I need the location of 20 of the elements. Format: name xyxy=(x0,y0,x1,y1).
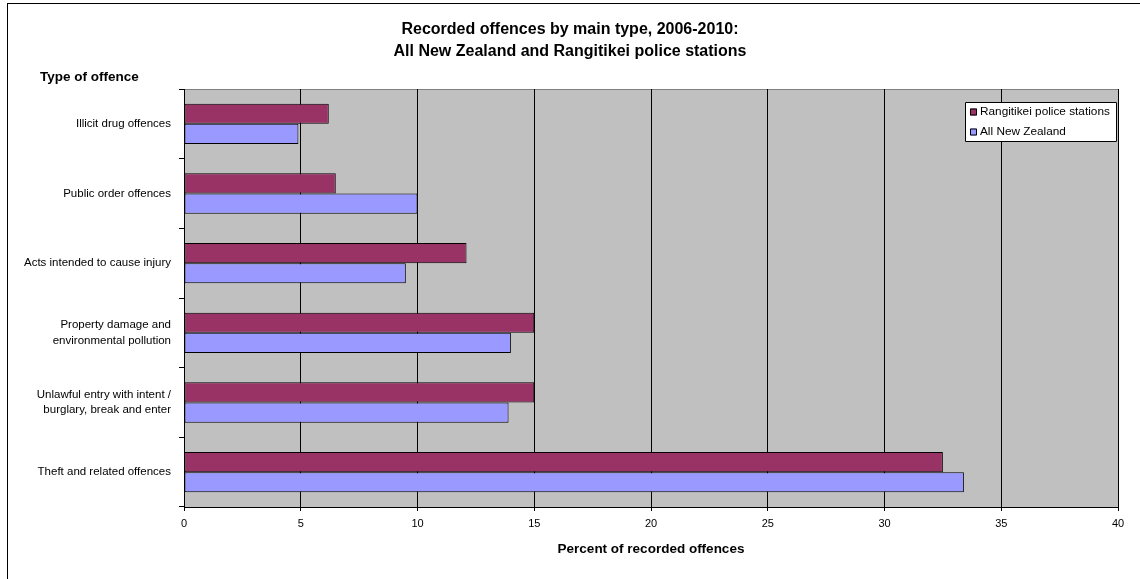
x-tick-label: 15 xyxy=(528,516,541,529)
chart-title: Recorded offences by main type, 2006-2010: All New Zealand and Rangitikei police stations xyxy=(393,20,747,60)
x-tick-label: 20 xyxy=(644,516,658,529)
x-tick-label: 35 xyxy=(995,516,1008,529)
x-axis-title: Percent of recorded offences xyxy=(557,540,745,556)
y-tick-label: Illicit drug offences xyxy=(75,117,172,130)
x-tick-label: 10 xyxy=(411,516,424,529)
x-tick-label: 5 xyxy=(297,516,304,529)
x-tick-label: 30 xyxy=(878,516,891,529)
x-tick-label: 0 xyxy=(180,516,188,529)
y-tick-label: Unlawful entry with intent / burglary, break and enter xyxy=(36,387,172,416)
y-tick-label: Property damage and environmental pollution xyxy=(52,318,171,346)
y-tick-label: Acts intended to cause injury xyxy=(23,256,172,269)
legend-label: Rangitikei police stations xyxy=(980,104,1110,119)
y-axis-title: Type of offence xyxy=(40,68,140,84)
x-tick-label: 40 xyxy=(1111,516,1125,529)
y-tick-label: Theft and related offences xyxy=(37,465,172,478)
y-tick-label: Public order offences xyxy=(63,186,172,199)
x-tick-label: 25 xyxy=(761,516,774,529)
legend-label: All New Zealand xyxy=(980,124,1066,139)
